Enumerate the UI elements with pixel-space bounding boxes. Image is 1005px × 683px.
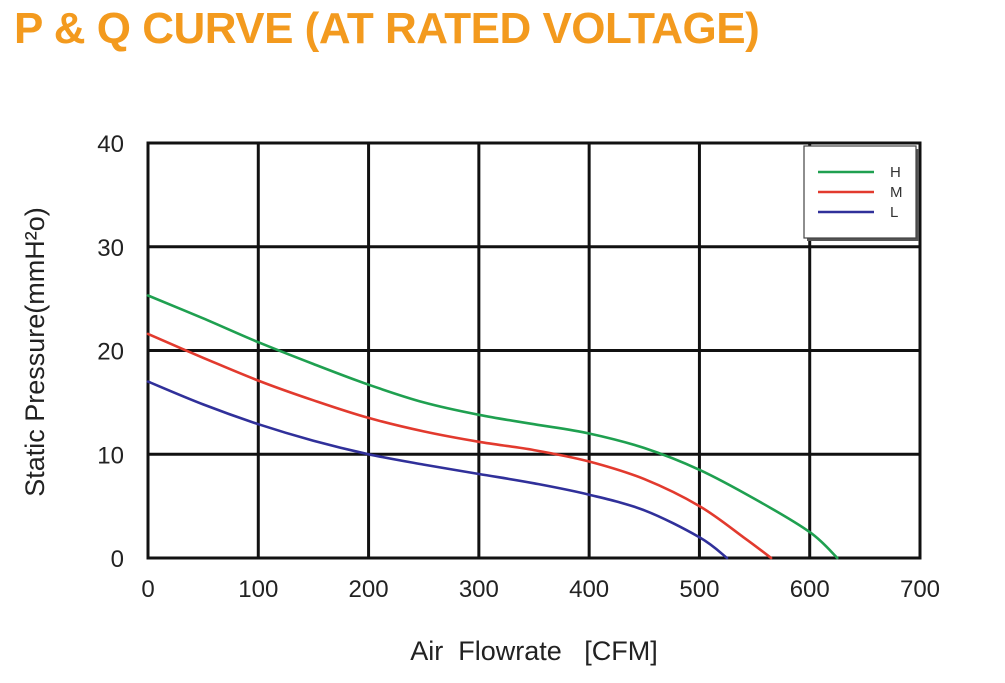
y-tick-label: 0 (111, 546, 124, 573)
x-tick-label: 600 (790, 576, 830, 603)
tick-layer: 0 100 200 300 400 500 600 700 0 10 20 30 40 (97, 131, 940, 603)
y-axis-label: Static Pressure(mmH²o) (20, 207, 50, 497)
legend-label-l: L (890, 204, 898, 221)
legend: HML (803, 145, 919, 241)
y-tick-label: 40 (97, 131, 124, 158)
x-tick-label: 300 (459, 576, 499, 603)
y-tick-label: 10 (97, 442, 124, 469)
x-tick-label: 100 (238, 576, 278, 603)
series-layer (146, 294, 839, 560)
x-tick-label: 700 (900, 576, 940, 603)
series-line-l (146, 380, 729, 560)
series-line-h (146, 294, 839, 560)
x-tick-label: 200 (349, 576, 389, 603)
y-tick-label: 20 (97, 339, 124, 366)
x-tick-label: 500 (679, 576, 719, 603)
chart-title: P & Q CURVE (AT RATED VOLTAGE) (14, 4, 760, 53)
y-tick-label: 30 (97, 235, 124, 262)
legend-label-h: H (890, 164, 901, 181)
x-tick-label: 400 (569, 576, 609, 603)
series-line-m (146, 332, 773, 560)
legend-label-m: M (890, 184, 903, 201)
grid-layer (146, 141, 922, 560)
x-tick-label: 0 (141, 576, 154, 603)
x-axis-label: Air Flowrate [CFM] (410, 636, 658, 666)
